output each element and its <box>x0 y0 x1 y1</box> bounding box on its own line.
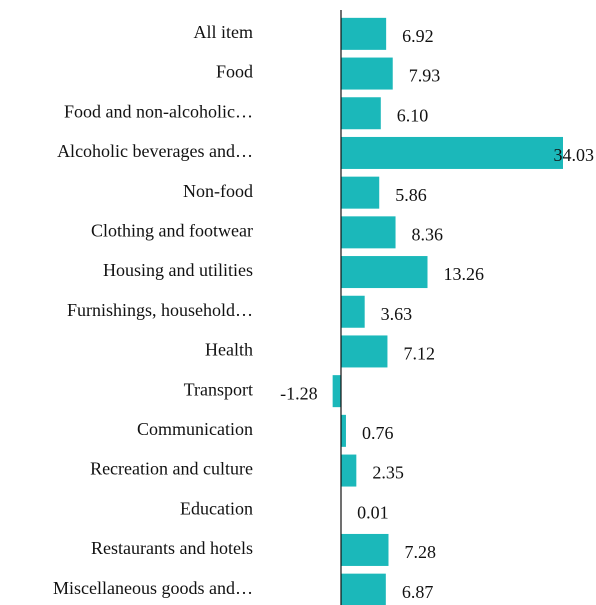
bar <box>332 375 341 408</box>
bar <box>341 256 428 289</box>
y-tick-label: Food and non-alcoholic… <box>64 101 253 121</box>
y-tick-label: Food <box>216 62 253 82</box>
y-tick-label: Furnishings, household… <box>67 300 253 320</box>
bar <box>341 216 396 249</box>
bar <box>341 97 381 130</box>
y-tick-label: Recreation and culture <box>90 459 253 479</box>
y-tick-label: All item <box>194 22 254 42</box>
value-label: 3.63 <box>381 304 413 324</box>
bar <box>341 454 357 487</box>
value-label: 0.76 <box>362 423 394 443</box>
value-label: 6.87 <box>402 582 434 602</box>
value-label: 34.03 <box>554 145 595 165</box>
y-tick-label: Alcoholic beverages and… <box>57 141 253 161</box>
bar <box>341 17 387 50</box>
y-tick-label: Health <box>205 340 253 360</box>
y-tick-label: Housing and utilities <box>103 260 253 280</box>
value-label: 5.86 <box>395 185 427 205</box>
value-label: 13.26 <box>444 264 485 284</box>
bar <box>341 414 346 447</box>
value-label: -1.28 <box>280 383 318 403</box>
bar <box>341 57 393 90</box>
bar <box>341 295 365 328</box>
value-label: 8.36 <box>412 224 444 244</box>
value-label: 6.10 <box>397 105 429 125</box>
value-label: 6.92 <box>402 26 434 46</box>
y-tick-label: Miscellaneous goods and… <box>53 578 253 598</box>
y-tick-label: Non-food <box>183 181 253 201</box>
bar <box>341 573 386 605</box>
value-label: 7.93 <box>409 66 441 86</box>
y-tick-label: Communication <box>137 419 253 439</box>
y-tick-label: Restaurants and hotels <box>91 538 253 558</box>
value-label: 7.12 <box>403 344 435 364</box>
y-tick-label: Transport <box>184 379 253 399</box>
y-tick-label: Clothing and footwear <box>91 220 253 240</box>
value-label: 0.01 <box>357 502 389 522</box>
y-tick-label: Education <box>180 498 253 518</box>
value-label: 2.35 <box>372 463 404 483</box>
bar <box>341 136 563 169</box>
bar <box>341 533 389 566</box>
bar <box>341 176 380 209</box>
bar <box>341 335 388 368</box>
value-label: 7.28 <box>404 542 436 562</box>
